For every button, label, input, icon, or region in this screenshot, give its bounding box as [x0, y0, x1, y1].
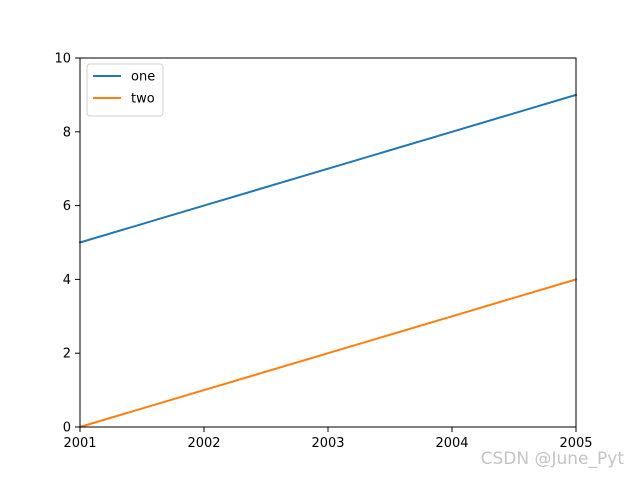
y-tick-label: 6 [63, 199, 71, 214]
y-tick-label: 0 [63, 421, 71, 436]
series-line-one [78, 93, 578, 244]
legend: one two [86, 63, 164, 117]
y-tick-label: 8 [63, 125, 71, 140]
x-tick-label: 2002 [187, 436, 220, 451]
x-tick-label: 2001 [63, 436, 96, 451]
x-tick-label: 2005 [559, 436, 592, 451]
axes-layer: 2001 2002 2003 2004 2005 0 2 4 6 8 10 [54, 52, 592, 452]
legend-label-two: two [131, 92, 155, 107]
y-tick-label: 10 [54, 52, 71, 67]
x-tick-label: 2004 [435, 436, 468, 451]
series-line-two [78, 278, 578, 429]
y-tick-label: 4 [63, 273, 71, 288]
x-tick-label: 2003 [311, 436, 344, 451]
y-tick-label: 2 [63, 347, 71, 362]
series-layer [78, 93, 578, 429]
legend-label-one: one [131, 70, 155, 85]
watermark-text: CSDN @June_Pyt [480, 449, 624, 469]
